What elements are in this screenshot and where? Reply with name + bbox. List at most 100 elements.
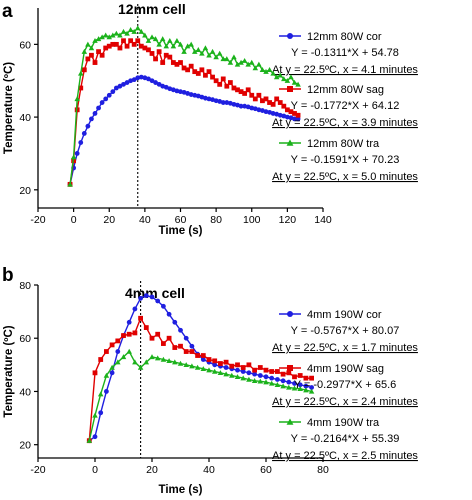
data-point — [291, 79, 298, 85]
data-point — [259, 67, 266, 73]
legend-equation: Y = -0.1591*X + 70.23 — [291, 154, 400, 166]
series-square — [67, 38, 301, 187]
data-point — [174, 88, 180, 94]
legend-equation: Y = -0.2977*X + 65.6 — [294, 379, 397, 391]
data-point — [153, 56, 158, 62]
data-point — [138, 28, 145, 34]
data-point — [235, 367, 240, 373]
x-tick-label: 80 — [317, 464, 329, 476]
data-point — [104, 389, 109, 394]
data-point — [97, 391, 104, 397]
data-point — [67, 181, 73, 187]
legend-note: At y = 22.5ºC, x = 1.7 minutes — [272, 342, 418, 354]
data-point — [220, 76, 226, 82]
data-point — [103, 45, 109, 51]
data-point — [295, 112, 301, 118]
data-point — [81, 67, 87, 73]
data-point — [200, 353, 206, 358]
data-point — [235, 87, 240, 93]
data-point — [195, 71, 201, 76]
data-point — [231, 101, 237, 107]
data-point — [251, 378, 258, 384]
data-point — [102, 32, 109, 38]
data-point — [192, 92, 198, 98]
data-point — [240, 369, 246, 374]
data-point — [275, 369, 280, 374]
data-point — [216, 50, 223, 56]
data-point — [292, 381, 297, 386]
data-point — [149, 78, 155, 84]
data-point — [92, 37, 98, 43]
x-tick-label: 20 — [103, 214, 115, 226]
data-point — [163, 52, 169, 58]
data-point — [113, 85, 119, 91]
data-point — [286, 139, 294, 146]
data-point — [210, 74, 215, 80]
data-point — [189, 349, 195, 354]
data-point — [185, 67, 191, 73]
data-point — [85, 41, 91, 47]
data-point — [74, 151, 80, 156]
data-point — [238, 89, 244, 95]
x-tick-label: 20 — [146, 464, 158, 476]
data-point — [135, 38, 141, 44]
data-point — [183, 349, 189, 354]
data-point — [96, 49, 101, 55]
data-point — [178, 327, 183, 333]
data-point — [231, 85, 237, 91]
data-point — [223, 359, 229, 365]
series-circle — [86, 293, 314, 444]
data-point — [178, 89, 183, 95]
data-point — [240, 365, 246, 370]
data-point — [117, 45, 123, 51]
data-point — [288, 109, 294, 115]
data-point — [177, 41, 184, 47]
data-point — [106, 34, 113, 40]
legend-label: 12mm 80W sag — [307, 84, 384, 96]
data-point — [134, 25, 141, 31]
x-tick-label: 120 — [279, 214, 297, 226]
data-point — [203, 95, 208, 101]
series-triangle — [86, 348, 315, 443]
data-point — [106, 43, 112, 49]
data-point — [177, 360, 184, 366]
data-point — [260, 98, 265, 104]
data-point — [269, 375, 275, 381]
data-point — [126, 319, 132, 325]
series-triangle — [67, 25, 301, 187]
data-point — [156, 49, 162, 55]
data-point — [109, 370, 115, 376]
data-point — [109, 364, 115, 370]
panel-a: a 12mm cell-20 0 20 40 60 80 100 120 140204060Tim… — [2, 1, 418, 237]
data-point — [257, 365, 263, 370]
data-point — [132, 330, 138, 336]
data-point — [138, 43, 144, 49]
data-point — [155, 298, 161, 304]
data-point — [206, 96, 212, 102]
legend-equation: Y = -0.1311*X + 54.78 — [291, 47, 399, 59]
data-point — [156, 81, 162, 87]
data-point — [263, 109, 269, 115]
data-point — [183, 362, 189, 368]
data-point — [156, 41, 162, 47]
data-point — [281, 103, 287, 109]
legend-equation: Y = -0.5767*X + 80.07 — [291, 325, 400, 337]
data-point — [95, 36, 102, 42]
x-tick-label: 60 — [260, 464, 272, 476]
data-point — [132, 306, 138, 312]
data-point — [267, 100, 272, 105]
x-tick-label: -20 — [30, 464, 45, 476]
x-tick-label: 40 — [139, 214, 151, 226]
data-point — [172, 359, 178, 365]
data-point — [273, 74, 280, 80]
data-point — [200, 357, 206, 362]
data-point — [252, 96, 258, 102]
data-point — [188, 63, 194, 69]
data-point — [287, 365, 293, 371]
data-point — [212, 358, 218, 364]
data-point — [234, 61, 241, 67]
data-point — [280, 383, 286, 389]
data-point — [159, 36, 166, 42]
x-axis-label: Time (s) — [159, 484, 203, 496]
